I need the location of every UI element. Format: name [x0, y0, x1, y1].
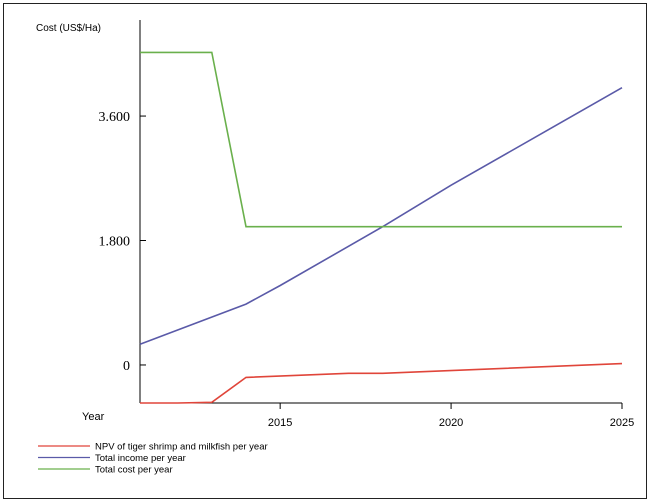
series-lines [139, 51, 623, 404]
x-tick-label: 2020 [439, 417, 463, 429]
x-tick-label: 2015 [268, 417, 292, 429]
series-line [140, 362, 623, 404]
y-tick-label: 0 [123, 359, 130, 374]
series-line [139, 87, 623, 345]
series-line [140, 51, 622, 228]
legend: NPV of tiger shrimp and milkfish per yea… [38, 442, 268, 476]
x-tick-label: 2025 [610, 417, 634, 429]
y-axis-label: Cost (US$/Ha) [36, 23, 101, 34]
x-axis-label: Year [82, 411, 105, 423]
axes [139, 20, 622, 404]
y-tick-label: 1.800 [99, 235, 131, 250]
chart-frame [3, 3, 647, 499]
y-tick-label: 3.600 [99, 110, 131, 125]
y-ticks: 0 1.800 3.600 [99, 110, 146, 374]
x-ticks: 2015 2020 2025 [268, 403, 634, 429]
legend-label: NPV of tiger shrimp and milkfish per yea… [95, 442, 268, 453]
legend-label: Total income per year [95, 453, 186, 464]
legend-label: Total cost per year [95, 465, 173, 476]
